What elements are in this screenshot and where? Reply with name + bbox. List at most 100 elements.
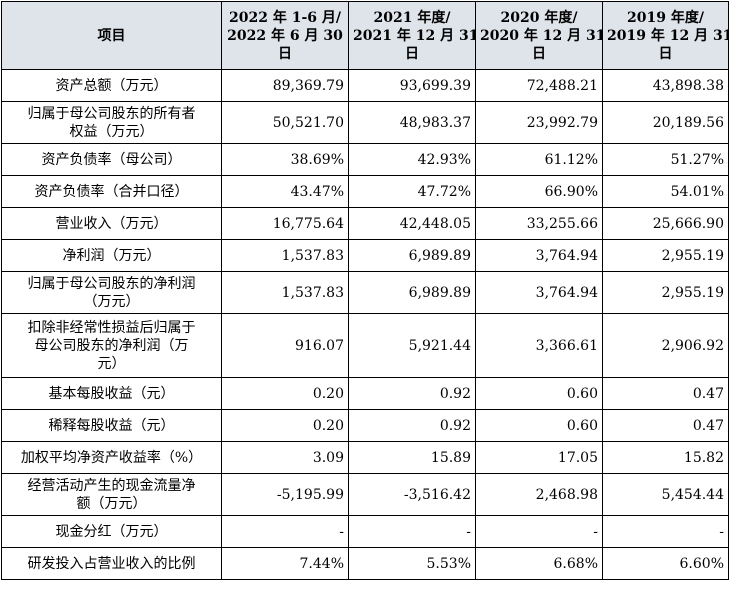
table-cell-value: 54.01% [602,175,729,208]
row-label: 资产总额（万元） [1,69,222,102]
table-cell-value: 1,537.83 [221,239,349,272]
table-cell-value: 5.53% [348,547,476,580]
table-cell-value: 0.92 [348,377,476,410]
table-row: 基本每股收益（元） 0.20 0.92 0.60 0.47 [1,377,729,410]
table-cell-value: -5,195.99 [221,473,349,516]
row-label-line: 元） [97,355,126,372]
row-label: 资产负债率（母公司） [1,143,222,176]
header-line: 日 [532,45,546,62]
table-cell-value: 15.89 [348,441,476,474]
table-cell-value: 2,955.19 [602,239,729,272]
table-cell-value: - [602,515,729,548]
header-line: 2019 年度/ [627,9,704,26]
header-item: 项目 [1,1,222,70]
table-cell-value: 6,989.89 [348,239,476,272]
row-label: 归属于母公司股东的所有者 权益（万元） [1,101,222,144]
table-cell-value: 93,699.39 [348,69,476,102]
row-label-line: 营业收入（万元） [55,215,168,232]
row-label: 净利润（万元） [1,239,222,272]
table-cell-value: 42,448.05 [348,207,476,240]
row-label: 稀释每股收益（元） [1,409,222,442]
table-cell-value: 47.72% [348,175,476,208]
table-cell-value: -3,516.42 [348,473,476,516]
header-2019: 2019 年度/ 2019 年 12 月 31 日 [602,1,729,70]
table-cell-value: 6.68% [475,547,603,580]
table-cell-value: 61.12% [475,143,603,176]
header-2022-h1: 2022 年 1-6 月/ 2022 年 6 月 30 日 [221,1,349,70]
table-cell-value: 2,955.19 [602,271,729,314]
row-label-line: 经营活动产生的现金流量净 [27,477,196,494]
table-cell-value: 5,454.44 [602,473,729,516]
row-label-line: 归属于母公司股东的所有者 [27,105,196,122]
row-label: 加权平均净资产收益率（%） [1,441,222,474]
table-cell-value: 0.47 [602,377,729,410]
table-cell-value: 916.07 [221,313,349,378]
table-cell-value: 7.44% [221,547,349,580]
table-row: 营业收入（万元） 16,775.64 42,448.05 33,255.66 25,66… [1,207,729,240]
row-label-line: 权益（万元） [69,123,154,140]
row-label-line: 资产负债率（母公司） [41,151,182,168]
table-cell-value: 20,189.56 [602,101,729,144]
table-cell-value: 33,255.66 [475,207,603,240]
table-cell-value: 42.93% [348,143,476,176]
table-row: 归属于母公司股东的所有者 权益（万元） 50,521.70 48,983.37 23,9… [1,101,729,144]
row-label-line: 母公司股东的净利润（万 [34,337,189,354]
table-row: 净利润（万元） 1,537.83 6,989.89 3,764.94 2,955.19 [1,239,729,272]
row-label: 经营活动产生的现金流量净 额（万元） [1,473,222,516]
table-header-row: 项目 2022 年 1-6 月/ 2022 年 6 月 30 日 2021 年度… [1,1,729,70]
row-label-line: 归属于母公司股东的净利润 [27,275,196,292]
header-line: 2020 年 12 月 31 [480,27,603,44]
row-label-line: （万元） [83,293,140,310]
row-label: 研发投入占营业收入的比例 [1,547,222,580]
table-cell-value: 6,989.89 [348,271,476,314]
table-row: 资产负债率（合并口径） 43.47% 47.72% 66.90% 54.01% [1,175,729,208]
header-line: 2019 年 12 月 31 [607,27,729,44]
table-cell-value: 0.47 [602,409,729,442]
row-label: 现金分红（万元） [1,515,222,548]
table-cell-value: 3.09 [221,441,349,474]
table-cell-value: 72,488.21 [475,69,603,102]
table-cell-value: 17.05 [475,441,603,474]
table-row: 现金分红（万元） - - - - [1,515,729,548]
row-label-line: 净利润（万元） [62,247,161,264]
row-label-line: 现金分红（万元） [55,523,168,540]
row-label-line: 加权平均净资产收益率（%） [20,449,203,466]
table-cell-value: 0.92 [348,409,476,442]
table-cell-value: 15.82 [602,441,729,474]
table-cell-value: - [475,515,603,548]
row-label-line: 研发投入占营业收入的比例 [27,555,196,572]
table-row: 归属于母公司股东的净利润 （万元） 1,537.83 6,989.89 3,764.94… [1,271,729,314]
row-label: 归属于母公司股东的净利润 （万元） [1,271,222,314]
table-cell-value: 0.20 [221,409,349,442]
table-cell-value: 50,521.70 [221,101,349,144]
table-cell-value: 0.20 [221,377,349,410]
financial-data-table: 项目 2022 年 1-6 月/ 2022 年 6 月 30 日 2021 年度… [1,1,729,580]
table-cell-value: 5,921.44 [348,313,476,378]
table-cell-value: 2,468.98 [475,473,603,516]
table-cell-value: 3,366.61 [475,313,603,378]
table-row: 资产负债率（母公司） 38.69% 42.93% 61.12% 51.27% [1,143,729,176]
table-row: 研发投入占营业收入的比例 7.44% 5.53% 6.68% 6.60% [1,547,729,580]
row-label-line: 资产负债率（合并口径） [34,183,189,200]
table-row: 经营活动产生的现金流量净 额（万元） -5,195.99 -3,516.42 2,468… [1,473,729,516]
header-2020: 2020 年度/ 2020 年 12 月 31 日 [475,1,603,70]
header-line: 日 [658,45,673,62]
table-cell-value: - [221,515,349,548]
row-label: 营业收入（万元） [1,207,222,240]
table-cell-value: 48,983.37 [348,101,476,144]
header-line: 2022 年 6 月 30 [227,27,343,44]
header-line: 2021 年度/ [373,9,451,26]
row-label-line: 扣除非经常性损益后归属于 [27,319,196,336]
header-2021: 2021 年度/ 2021 年 12 月 31 日 [348,1,476,70]
row-label-line: 稀释每股收益（元） [48,417,175,434]
header-line: 2022 年 1-6 月/ [229,9,341,26]
table-cell-value: 6.60% [602,547,729,580]
table-cell-value: 1,537.83 [221,271,349,314]
table-cell-value: 25,666.90 [602,207,729,240]
header-line: 日 [278,45,292,62]
row-label-line: 基本每股收益（元） [48,385,175,402]
table-cell-value: 23,992.79 [475,101,603,144]
table-row: 加权平均净资产收益率（%） 3.09 15.89 17.05 15.82 [1,441,729,474]
table-cell-value: 66.90% [475,175,603,208]
table-row: 资产总额（万元） 89,369.79 93,699.39 72,488.21 43,89… [1,69,729,102]
